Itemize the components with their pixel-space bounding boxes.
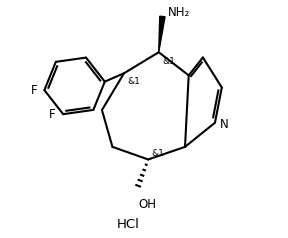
Text: NH₂: NH₂	[168, 6, 190, 19]
Text: &1: &1	[128, 77, 141, 86]
Text: F: F	[31, 84, 37, 97]
Text: OH: OH	[138, 198, 156, 211]
Text: &1: &1	[151, 149, 164, 159]
Text: F: F	[49, 108, 56, 121]
Polygon shape	[159, 16, 165, 52]
Text: N: N	[220, 118, 228, 131]
Text: &1: &1	[162, 58, 175, 66]
Text: HCl: HCl	[117, 218, 140, 231]
